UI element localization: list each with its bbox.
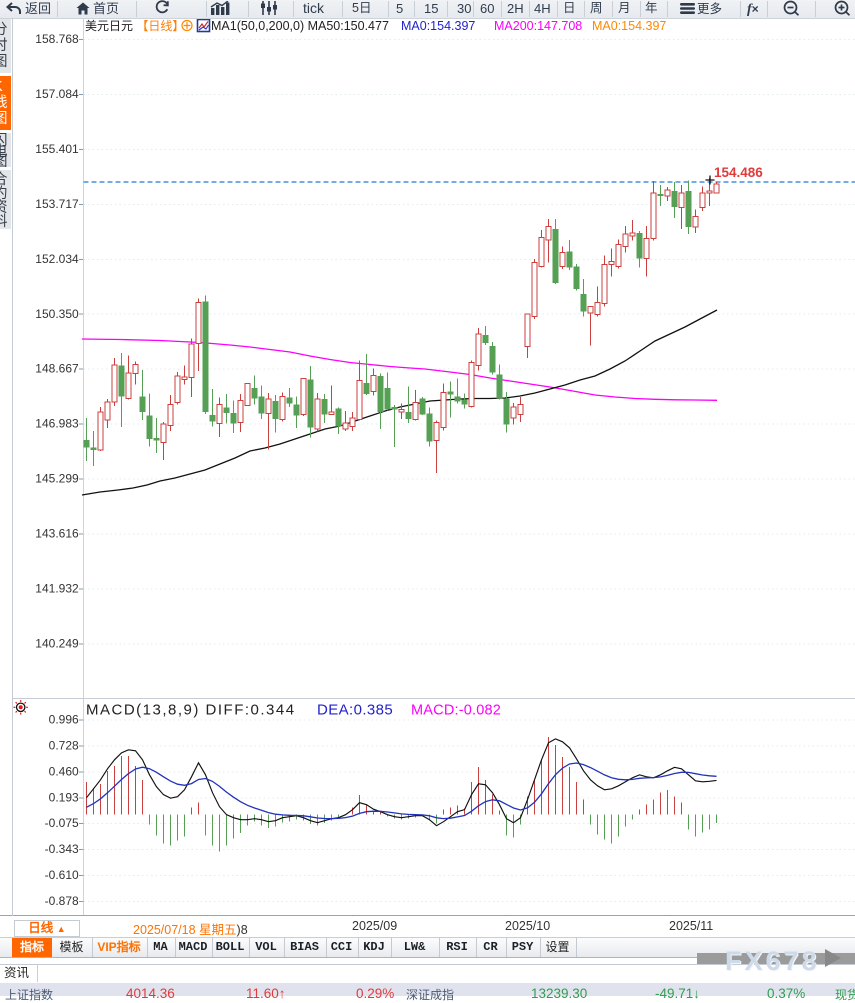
svg-text:-0.878: -0.878 <box>45 894 79 908</box>
svg-text:0.996: 0.996 <box>49 713 79 727</box>
svg-text:0.193: 0.193 <box>49 790 79 804</box>
svg-text:146.983: 146.983 <box>35 417 79 431</box>
svg-text:152.034: 152.034 <box>35 252 79 266</box>
svg-text:-0.610: -0.610 <box>45 868 79 882</box>
svg-text:美元日元 【日线】: 美元日元 【日线】 <box>85 19 184 33</box>
svg-text:141.932: 141.932 <box>35 582 79 596</box>
svg-text:0.728: 0.728 <box>49 739 79 753</box>
svg-text:145.299: 145.299 <box>35 472 79 486</box>
svg-text:MA0:154.397: MA0:154.397 <box>592 19 666 33</box>
svg-text:MA200:147.708: MA200:147.708 <box>494 19 582 33</box>
svg-text:158.768: 158.768 <box>35 32 79 46</box>
svg-text:154.486: 154.486 <box>714 165 763 180</box>
svg-text:-0.343: -0.343 <box>45 842 79 856</box>
svg-text:155.401: 155.401 <box>35 142 79 156</box>
svg-text:DEA:0.385: DEA:0.385 <box>317 702 393 719</box>
svg-text:153.717: 153.717 <box>35 197 79 211</box>
svg-text:143.616: 143.616 <box>35 527 79 541</box>
svg-text:MA0:154.397: MA0:154.397 <box>401 19 475 33</box>
svg-text:0.460: 0.460 <box>49 764 79 778</box>
svg-text:157.084: 157.084 <box>35 87 79 101</box>
svg-text:140.249: 140.249 <box>35 637 79 651</box>
svg-text:150.350: 150.350 <box>35 307 79 321</box>
svg-text:148.667: 148.667 <box>35 362 79 376</box>
svg-text:MA1(50,0,200,0) MA50:150.477: MA1(50,0,200,0) MA50:150.477 <box>211 19 389 33</box>
svg-text:MACD(13,8,9) DIFF:0.344: MACD(13,8,9) DIFF:0.344 <box>86 702 296 719</box>
svg-text:-0.075: -0.075 <box>45 816 79 830</box>
svg-text:MACD:-0.082: MACD:-0.082 <box>411 703 501 719</box>
